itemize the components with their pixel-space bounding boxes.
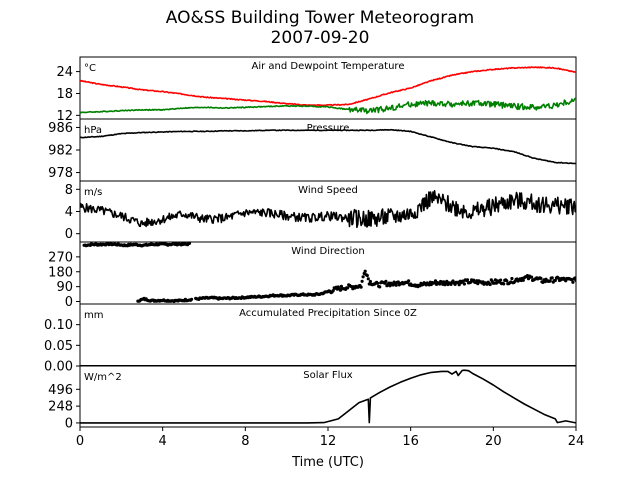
panel-title: Accumulated Precipitation Since 0Z	[239, 308, 417, 319]
data-point	[521, 278, 525, 282]
figure-title: AO&SS Building Tower Meteorogram 2007-09…	[0, 8, 640, 48]
data-point	[488, 282, 492, 287]
data-point	[394, 283, 398, 287]
data-point	[505, 279, 509, 283]
data-point	[571, 280, 575, 284]
y-tick-label: 0	[65, 227, 73, 242]
plot-area	[82, 242, 576, 304]
series-line-1	[80, 66, 576, 107]
panel-3: 0 4 8 m/s Wind Speed	[65, 180, 577, 243]
data-point	[510, 276, 514, 281]
data-point	[365, 273, 369, 278]
panel-unit-label: W/m^2	[84, 372, 122, 383]
figure-title-line1: AO&SS Building Tower Meteorogram	[165, 8, 475, 28]
series-line-1	[80, 190, 576, 229]
x-tick-label: 20	[485, 434, 502, 449]
data-point	[499, 278, 503, 282]
plot-area	[80, 190, 576, 229]
panel-title: Wind Speed	[298, 185, 358, 196]
data-point	[359, 285, 363, 289]
data-point	[378, 285, 382, 289]
y-tick-label: 0	[65, 295, 73, 310]
data-point	[539, 276, 543, 280]
x-tick-label: 12	[320, 434, 337, 449]
panel-unit-label: hPa	[84, 125, 102, 136]
panel-2: 978 982 986 hPa Pressure	[48, 118, 577, 182]
x-tick-label: 4	[159, 434, 167, 449]
data-point	[548, 279, 552, 283]
x-axis-label: Time (UTC)	[291, 455, 364, 470]
y-tick-label: 496	[48, 383, 73, 398]
y-tick-label: 24	[56, 65, 73, 80]
series-line-1	[80, 369, 576, 424]
data-point	[331, 289, 335, 293]
x-tick-label: 24	[568, 434, 585, 449]
y-tick-label: 0.10	[44, 318, 73, 333]
y-tick-label: 12	[56, 109, 73, 124]
series-line-2	[80, 97, 576, 115]
y-tick-label: 0	[65, 416, 73, 431]
y-tick-label: 270	[48, 250, 73, 265]
series-line-1	[80, 128, 576, 165]
x-tick-label: 8	[241, 434, 249, 449]
data-point	[368, 279, 372, 284]
series-points	[82, 242, 576, 304]
data-point	[462, 282, 466, 286]
data-point	[465, 278, 470, 282]
data-point	[187, 242, 192, 245]
y-tick-label: 978	[48, 166, 73, 181]
x-tick-label: 0	[76, 434, 84, 449]
y-tick-label: 986	[48, 121, 73, 136]
y-tick-label: 982	[48, 144, 73, 159]
data-point	[361, 275, 365, 279]
plot-area	[80, 369, 576, 424]
y-tick-label: 90	[56, 280, 73, 295]
panel-5: 0.00 0.05 0.10 mm Accumulated Precipitation …	[44, 303, 577, 375]
plot-area	[80, 66, 576, 115]
data-point	[366, 277, 370, 281]
data-point	[530, 275, 534, 279]
data-point	[438, 282, 442, 286]
x-axis: 0 4 8 12 16 20 24	[76, 427, 584, 449]
figure-title-line2: 2007-09-20	[270, 28, 370, 48]
x-tick-label: 16	[402, 434, 419, 449]
data-point	[502, 282, 506, 286]
y-tick-label: 4	[65, 205, 73, 220]
panel-title: Air and Dewpoint Temperature	[252, 61, 405, 72]
data-point	[457, 283, 461, 287]
panel-title: Wind Direction	[291, 246, 365, 257]
panel-unit-label: m/s	[84, 187, 102, 198]
data-point	[407, 279, 411, 283]
panel-title: Pressure	[307, 123, 350, 134]
panel-unit-label: °C	[84, 63, 96, 74]
panel-1: 12 18 24 °C Air and Dewpoint Temperature	[56, 56, 577, 124]
data-point	[556, 276, 561, 280]
data-point	[573, 276, 576, 280]
panel-unit-label: mm	[84, 310, 103, 321]
data-point	[384, 279, 388, 283]
y-tick-label: 0.05	[44, 339, 73, 354]
y-tick-label: 8	[65, 183, 73, 198]
y-tick-label: 248	[48, 400, 73, 415]
y-tick-label: 18	[56, 87, 73, 102]
y-tick-label: 0.00	[44, 360, 73, 375]
data-point	[346, 286, 350, 290]
data-point	[190, 297, 194, 301]
data-point	[550, 276, 554, 280]
y-tick-label: 180	[48, 265, 73, 280]
data-point	[574, 278, 576, 282]
data-point	[360, 279, 364, 283]
panel-title: Solar Flux	[303, 370, 353, 381]
data-point	[376, 281, 380, 285]
data-point	[553, 278, 557, 283]
data-point	[363, 269, 367, 273]
plot-area	[80, 128, 576, 165]
